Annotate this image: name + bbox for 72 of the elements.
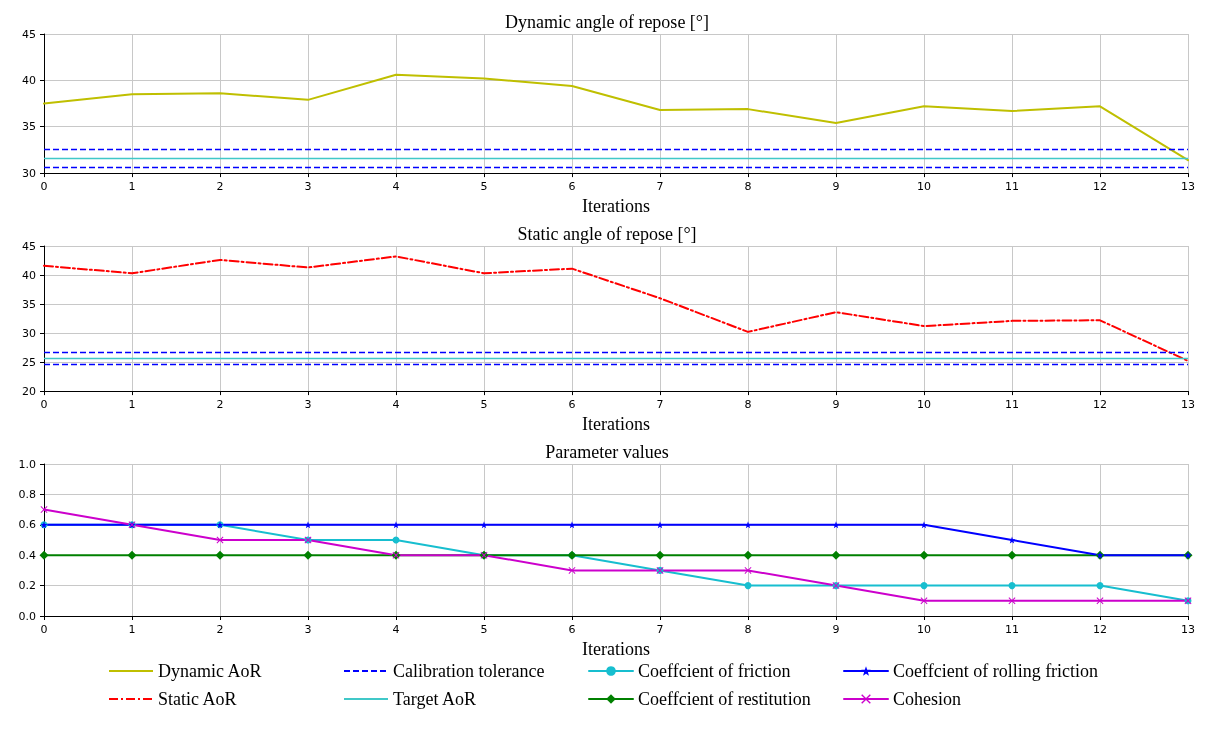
x-tick-label: 10 (917, 623, 931, 636)
x-tick-label: 4 (392, 180, 400, 194)
x-axis-title: Iterations (582, 196, 650, 216)
legend-label: Coeffcient of friction (638, 661, 791, 681)
x-tick-label: 12 (1093, 180, 1107, 194)
chart-title: Static angle of repose [°] (517, 224, 697, 244)
text: Static AoR (158, 689, 237, 709)
x-tick-label: 1 (128, 623, 136, 636)
y-tick-label: 35 (22, 120, 36, 134)
x-tick-label: 2 (216, 623, 224, 636)
x-tick-label: 8 (744, 398, 752, 412)
chart-title: Parameter values (545, 442, 669, 462)
y-tick-label: 25 (22, 355, 36, 369)
x-tick-label: 5 (480, 398, 488, 412)
legend-label: Coeffcient of restitution (638, 689, 811, 709)
x-axis-title: Iterations (582, 414, 650, 434)
text: Dynamic AoR (158, 661, 262, 681)
x-tick-label: 0 (40, 398, 48, 412)
y-tick-label: 0.8 (18, 487, 36, 501)
x-tick-label: 8 (744, 623, 752, 636)
x-tick-label: 0 (40, 623, 48, 636)
x-tick-label: 7 (656, 180, 664, 194)
y-tick-label: 0.4 (18, 548, 36, 562)
y-tick-label: 30 (22, 326, 36, 340)
x-tick-label: 11 (1005, 623, 1019, 636)
x-tick-label: 7 (656, 398, 664, 412)
x-tick-label: 6 (568, 180, 576, 194)
y-tick-label: 40 (22, 268, 36, 282)
y-tick-label: 45 (22, 239, 36, 253)
y-tick-label: 0.0 (18, 609, 36, 623)
x-tick-label: 1 (128, 398, 136, 412)
x-tick-label: 3 (304, 623, 312, 636)
legend-label: Cohesion (893, 689, 962, 709)
x-axis-title: Iterations (582, 638, 650, 659)
y-tick-label: 20 (22, 384, 36, 398)
x-tick-label: 2 (216, 398, 224, 412)
x-tick-label: 13 (1181, 180, 1195, 194)
y-tick-label: 1.0 (18, 457, 36, 471)
legend-label: Coeffcient of rolling friction (893, 661, 1099, 681)
x-tick-label: 7 (656, 623, 664, 636)
x-tick-label: 11 (1005, 398, 1019, 412)
x-tick-label: 13 (1181, 623, 1195, 636)
x-tick-label: 1 (128, 180, 136, 194)
x-tick-label: 5 (480, 180, 488, 194)
x-tick-label: 6 (568, 623, 576, 636)
text: Calibration tolerance (393, 661, 545, 681)
x-tick-label: 5 (480, 623, 488, 636)
y-tick-label: 30 (22, 166, 36, 180)
x-tick-label: 11 (1005, 180, 1019, 194)
x-tick-label: 4 (392, 623, 400, 636)
y-tick-label: 0.6 (18, 518, 36, 532)
x-tick-label: 9 (832, 398, 840, 412)
x-tick-label: 10 (917, 180, 931, 194)
x-tick-label: 12 (1093, 623, 1107, 636)
text: Target AoR (393, 689, 476, 709)
x-tick-label: 3 (304, 180, 312, 194)
x-tick-label: 10 (917, 398, 931, 412)
y-tick-label: 35 (22, 297, 36, 311)
x-tick-label: 9 (832, 180, 840, 194)
x-tick-label: 0 (40, 180, 48, 194)
x-tick-label: 6 (568, 398, 576, 412)
y-tick-label: 0.2 (18, 579, 36, 593)
x-tick-label: 2 (216, 180, 224, 194)
x-tick-label: 13 (1181, 398, 1195, 412)
y-tick-label: 40 (22, 73, 36, 87)
y-tick-label: 45 (22, 27, 36, 41)
x-tick-label: 4 (392, 398, 400, 412)
x-tick-label: 8 (744, 180, 752, 194)
x-tick-label: 9 (832, 623, 840, 636)
chart-title: Dynamic angle of repose [°] (504, 12, 710, 32)
x-tick-label: 3 (304, 398, 312, 412)
x-tick-label: 12 (1093, 398, 1107, 412)
